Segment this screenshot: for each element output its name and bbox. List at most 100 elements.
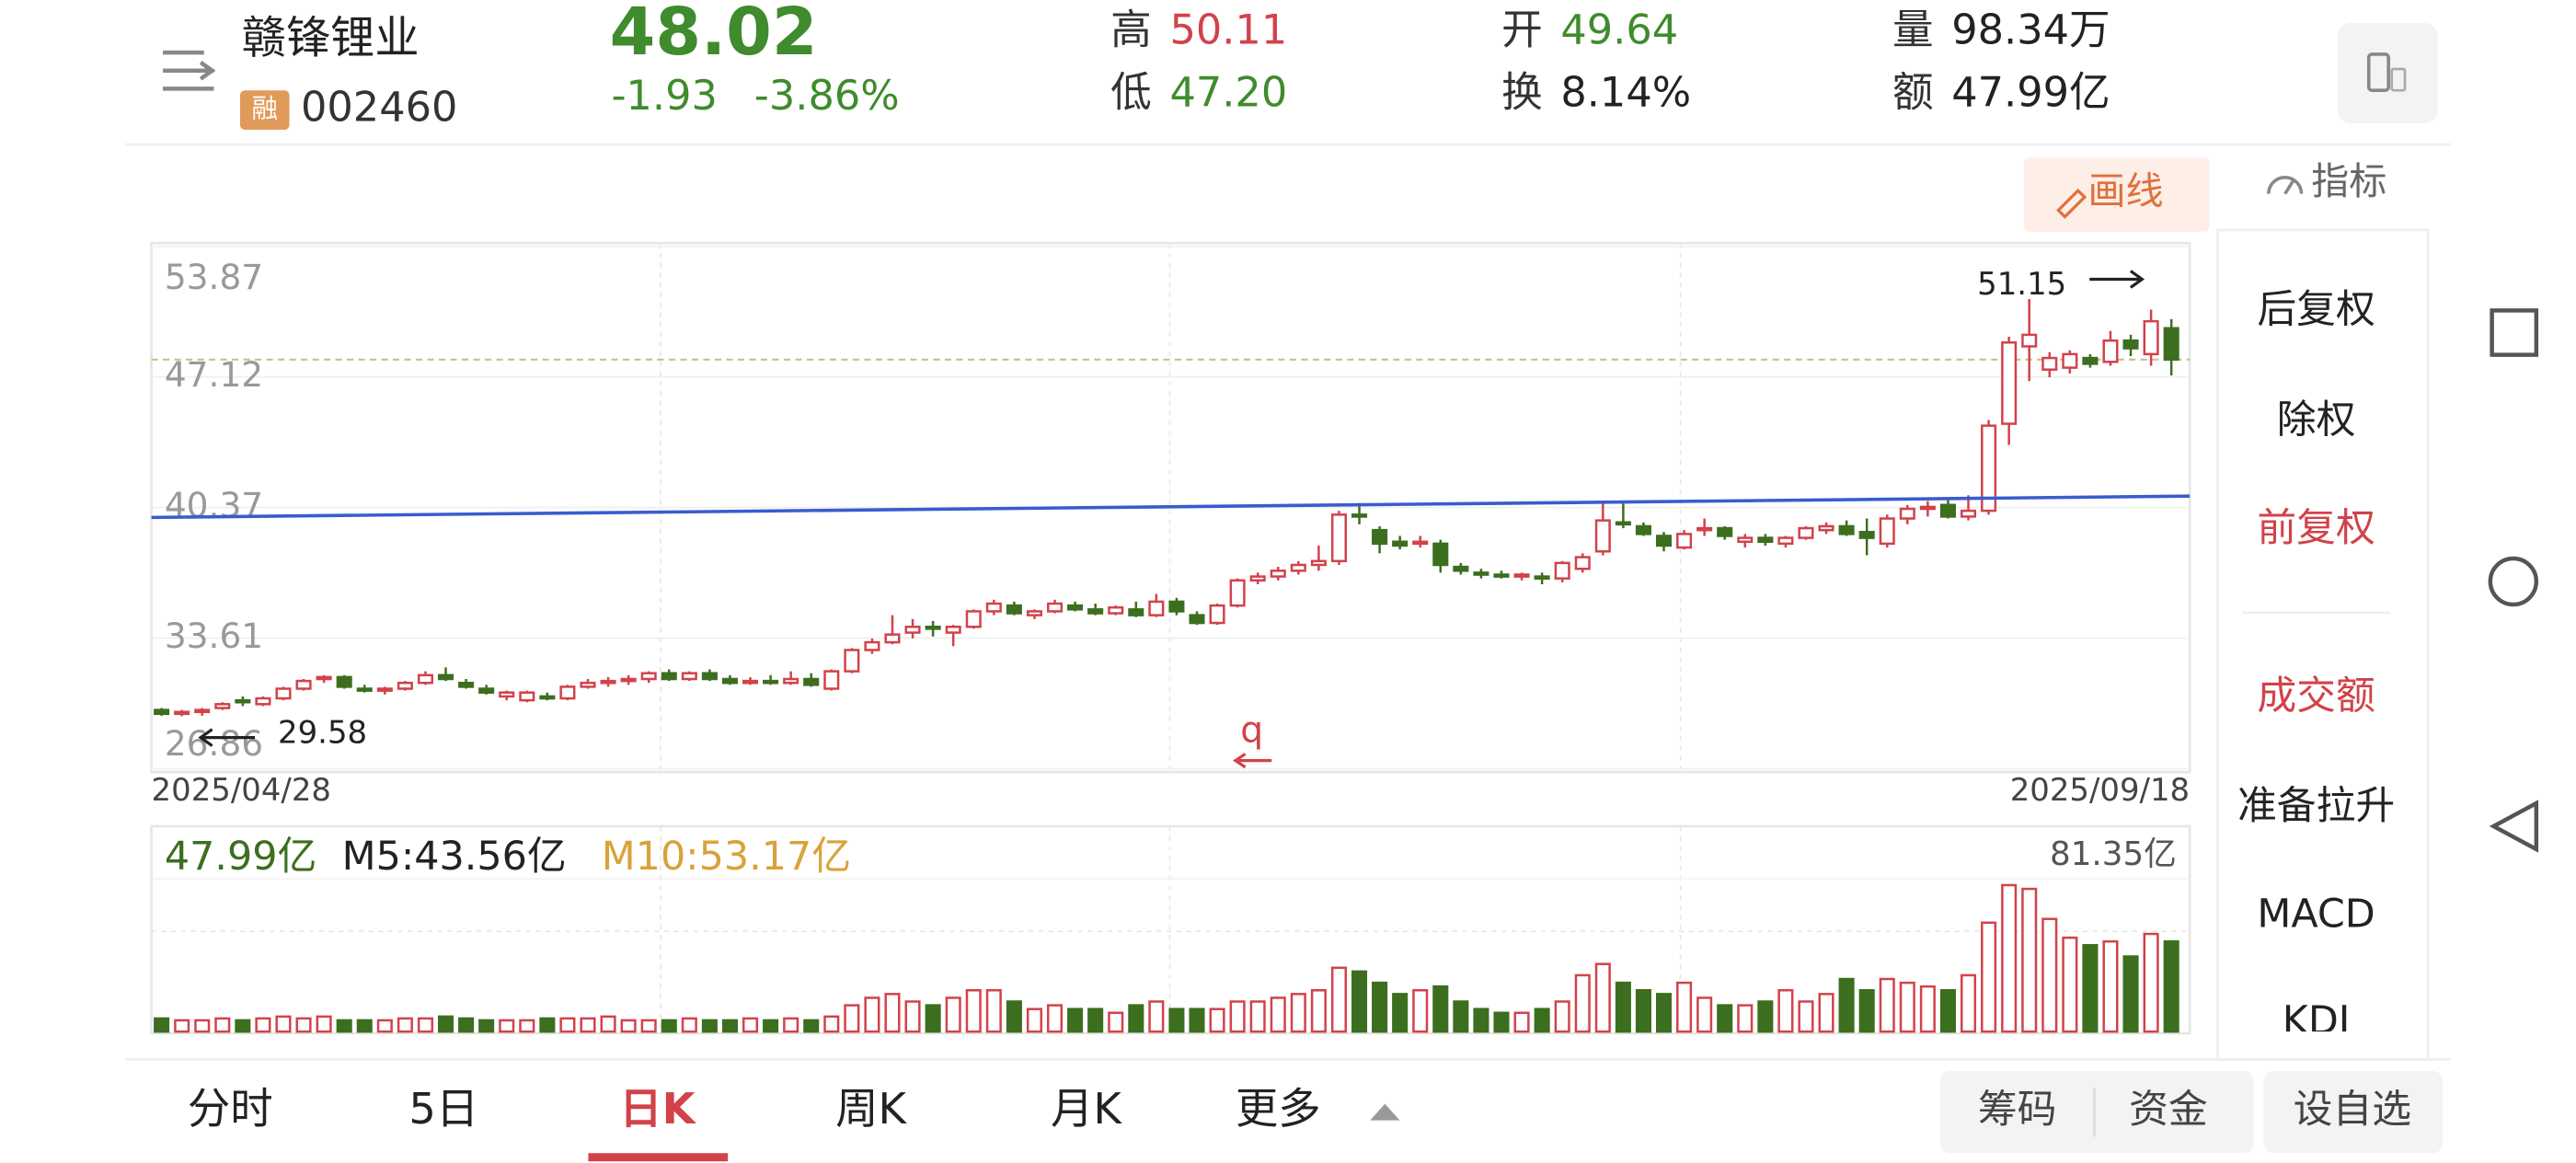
volume-bar — [1493, 1011, 1510, 1033]
volume-bar — [2041, 917, 2058, 1033]
button[interactable]: 筹码 — [1978, 1087, 2057, 1133]
volume-tick-label: 81.35亿 — [2050, 835, 2177, 873]
volume-bar — [235, 1019, 251, 1033]
candle-body — [620, 677, 637, 683]
marker: q — [1240, 710, 1263, 752]
tab[interactable]: 更多 — [1236, 1084, 1321, 1134]
candle-body — [1615, 521, 1631, 526]
candle-body — [1229, 579, 1246, 607]
menu-icon[interactable] — [163, 50, 216, 91]
candle-body — [925, 625, 941, 630]
volume-bar — [1189, 1008, 1205, 1033]
candle-body — [742, 679, 759, 685]
candle-body — [1981, 424, 1997, 512]
candle-body — [1249, 575, 1266, 582]
volume-bar — [1006, 1000, 1022, 1033]
menu-item[interactable]: 准备拉升 — [2237, 783, 2395, 829]
volume-bar — [844, 1004, 860, 1033]
menu-item[interactable]: 后复权 — [2257, 287, 2375, 333]
volume-bar — [1351, 970, 1368, 1033]
button-group — [1939, 1071, 2254, 1154]
candle-body — [1919, 505, 1936, 511]
volume-bar — [316, 1015, 332, 1033]
candle-body — [1209, 604, 1225, 625]
candle-body — [681, 672, 697, 681]
volume-bar — [154, 1017, 170, 1033]
volume-bar — [945, 996, 961, 1033]
candle-body — [336, 675, 352, 688]
volume-bar — [1168, 1008, 1185, 1033]
candle-body — [1148, 600, 1165, 616]
volume-bar — [275, 1015, 292, 1033]
volume-bar — [681, 1017, 697, 1033]
volume-bar — [1432, 985, 1449, 1033]
volume-bar — [1310, 989, 1327, 1033]
menu-item[interactable]: 前复权 — [2257, 505, 2375, 551]
volume-bar — [1290, 993, 1306, 1033]
volume-bar — [2143, 932, 2159, 1033]
nav-home[interactable] — [2488, 556, 2539, 607]
volume-bar — [803, 1019, 820, 1033]
volume-ma10: M10:53.17亿 — [602, 834, 851, 880]
candle-body — [1818, 524, 1834, 532]
price: 48.02 — [610, 0, 818, 70]
tab[interactable]: 分时 — [188, 1084, 273, 1134]
candle-body — [478, 687, 495, 694]
y-tick-label: 26.86 — [165, 723, 263, 764]
nav-back[interactable] — [2489, 800, 2539, 853]
candle-body — [721, 677, 738, 685]
indicator-button[interactable]: 指标 — [2267, 159, 2387, 203]
label: 高 — [1110, 6, 1152, 54]
candle-body — [763, 679, 779, 685]
volume-bar — [1026, 1008, 1042, 1033]
tab[interactable]: 5日 — [408, 1084, 478, 1134]
volume-bar — [985, 989, 1002, 1033]
volume-bar — [1046, 1004, 1064, 1033]
volume-bar — [884, 993, 901, 1033]
value: 47.20 — [1169, 69, 1287, 117]
candle-body — [214, 703, 231, 709]
volume-bar — [539, 1017, 556, 1033]
menu-item[interactable]: 除权 — [2277, 397, 2356, 443]
volume-bar — [1574, 973, 1591, 1033]
candle-body — [803, 677, 820, 686]
candle-body — [1798, 526, 1814, 539]
volume-bar — [214, 1017, 231, 1033]
volume-bar — [255, 1017, 271, 1033]
draw-button[interactable]: 画线 — [2023, 157, 2210, 232]
volume-bar — [1635, 989, 1651, 1033]
button[interactable]: 资金 — [2129, 1087, 2208, 1133]
device-button[interactable] — [2337, 22, 2438, 123]
volume-bar — [661, 1019, 677, 1033]
candle-body — [1026, 610, 1042, 616]
tab-active[interactable]: 日K — [619, 1084, 696, 1134]
volume-bar — [763, 1019, 779, 1033]
candle-body — [904, 625, 921, 634]
volume-bar — [478, 1019, 495, 1033]
menu-item[interactable]: 成交额 — [2257, 673, 2375, 719]
candle-body — [154, 708, 170, 716]
candle-body — [376, 687, 393, 692]
candle-body — [194, 708, 211, 714]
date-end: 2025/09/18 — [2010, 772, 2190, 808]
nav-recent[interactable] — [2490, 308, 2539, 357]
tab[interactable]: 月K — [1051, 1084, 1122, 1134]
candle-body — [1432, 542, 1449, 567]
menu-item[interactable]: MACD — [2257, 892, 2375, 938]
candle-body — [458, 681, 475, 688]
candle-body — [1168, 600, 1185, 613]
tab[interactable]: 周K — [835, 1084, 907, 1134]
trend-line — [151, 494, 2191, 520]
candle-body — [2021, 333, 2038, 348]
button[interactable]: 设自选 — [2294, 1087, 2411, 1133]
label: 换 — [1501, 69, 1543, 117]
plot: 53.87 47.12 40.37 33.61 26.86 81.35亿 — [151, 245, 2191, 1033]
volume-bar — [356, 1019, 373, 1033]
tag-box — [239, 90, 290, 131]
volume-bar — [336, 1019, 352, 1033]
candle-body — [965, 610, 982, 628]
side-panel — [2216, 228, 2430, 1061]
menu-item[interactable]: KDJ — [2283, 998, 2351, 1044]
volume-bar — [2062, 936, 2078, 1033]
candle-body — [1939, 503, 1956, 518]
